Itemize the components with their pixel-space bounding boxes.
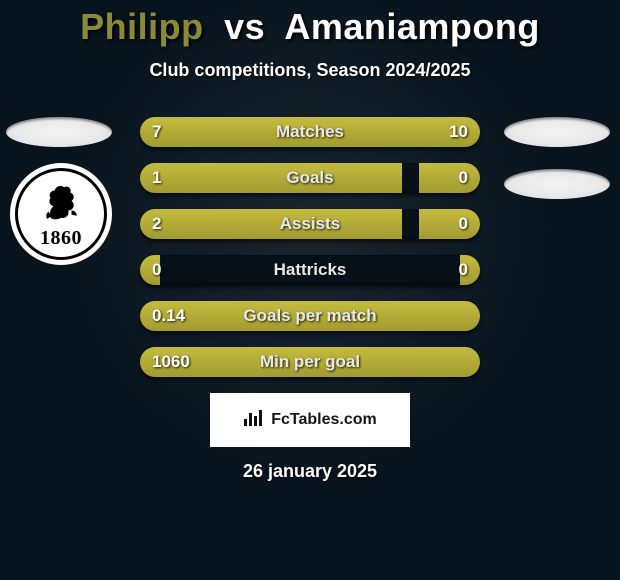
bar-fill-right	[419, 209, 480, 239]
content: 1860 710Matches10Goals20Assists00Hattric…	[0, 117, 620, 377]
subtitle: Club competitions, Season 2024/2025	[0, 60, 620, 81]
bar-fill-left	[140, 301, 480, 331]
bar-value-right: 0	[459, 209, 468, 239]
bar-fill-left	[140, 163, 402, 193]
bar-value-left: 2	[152, 209, 161, 239]
bar-goals-per-match: 0.14Goals per match	[140, 301, 480, 331]
bar-label: Hattricks	[140, 255, 480, 285]
bar-value-left: 1	[152, 163, 161, 193]
page: Philipp vs Amaniampong Club competitions…	[0, 0, 620, 580]
player2-club-placeholder	[504, 169, 610, 199]
bar-value-left: 7	[152, 117, 161, 147]
bar-value-right: 0	[459, 163, 468, 193]
credit-label: FcTables.com	[271, 411, 377, 429]
player2-avatar-placeholder	[504, 117, 610, 147]
credit-box: FcTables.com	[210, 393, 410, 447]
bar-value-right: 10	[449, 117, 468, 147]
player1-avatar-placeholder	[6, 117, 112, 147]
bar-hattricks: 0 0Hattricks	[140, 255, 480, 285]
comparison-bars: 710Matches10Goals20Assists00Hattricks0.1…	[140, 117, 480, 377]
club-year: 1860	[40, 228, 82, 248]
bar-fill-left	[140, 209, 402, 239]
bar-value-left: 1060	[152, 347, 190, 377]
title-vs: vs	[224, 6, 265, 47]
date: 26 january 2025	[0, 461, 620, 482]
bar-value-left: 0	[152, 255, 161, 285]
bar-min-per-goal: 1060Min per goal	[140, 347, 480, 377]
player2-name: Amaniampong	[284, 6, 540, 47]
bar-chart-icon	[243, 409, 265, 432]
bar-value-right: 0	[459, 255, 468, 285]
page-title: Philipp vs Amaniampong	[0, 0, 620, 48]
bar-matches: 710Matches	[140, 117, 480, 147]
bar-fill-right	[419, 163, 480, 193]
bar-assists: 20Assists	[140, 209, 480, 239]
player2-column	[504, 117, 614, 199]
bar-value-left: 0.14	[152, 301, 185, 331]
player1-name: Philipp	[80, 6, 204, 47]
player1-column: 1860	[6, 117, 116, 265]
bar-goals: 10Goals	[140, 163, 480, 193]
player1-club-badge: 1860	[10, 163, 112, 265]
bar-fill-left	[140, 347, 480, 377]
club-badge-inner: 1860	[40, 180, 82, 248]
lion-rampant-icon	[40, 180, 82, 222]
